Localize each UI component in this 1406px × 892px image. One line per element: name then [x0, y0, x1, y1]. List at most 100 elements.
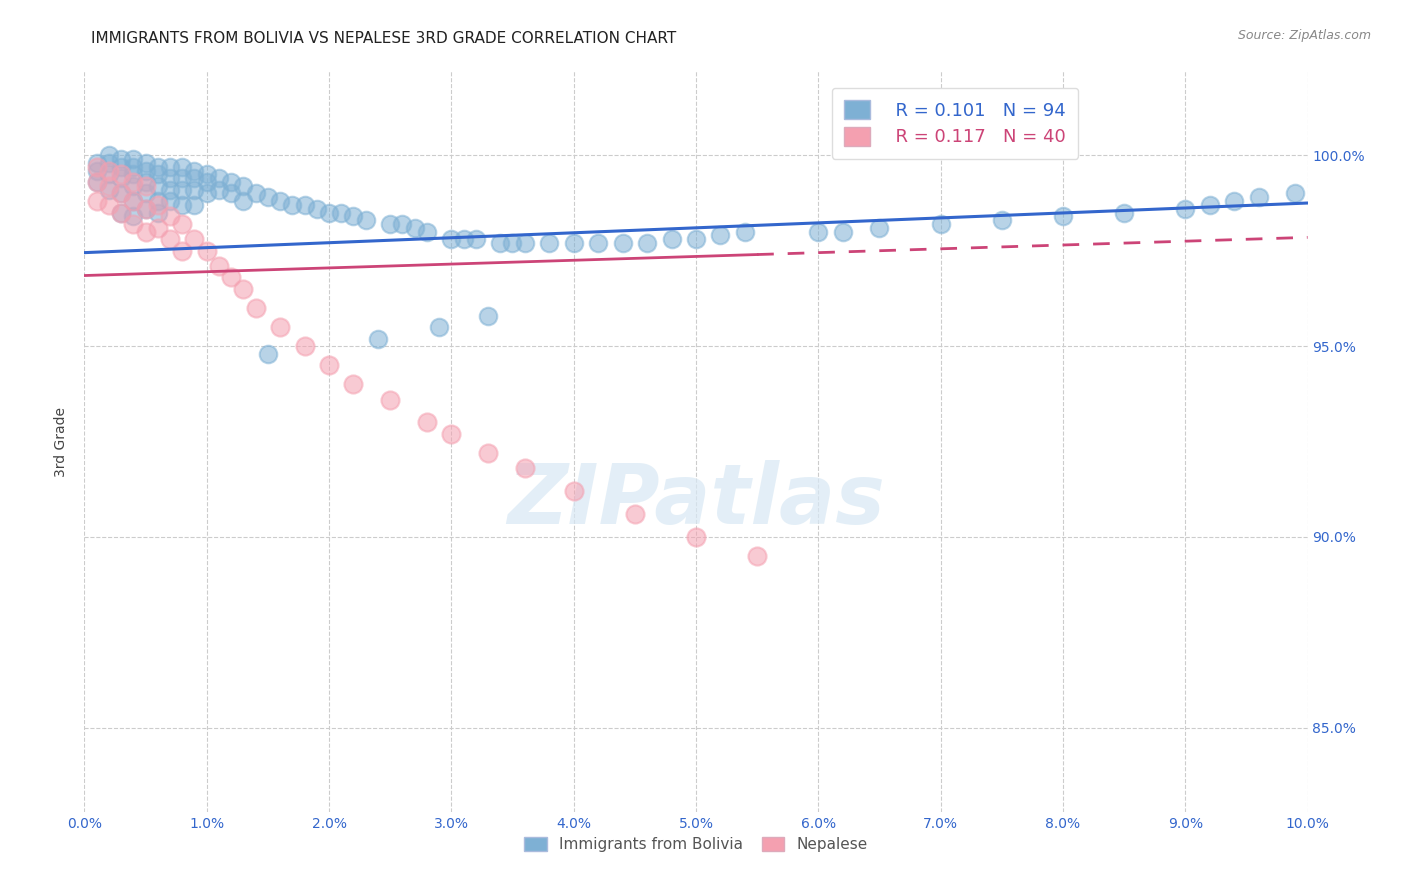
Point	[159, 210, 181, 224]
Point	[281, 198, 304, 212]
Point	[146, 220, 169, 235]
Point	[636, 236, 658, 251]
Point	[807, 225, 830, 239]
Point	[97, 168, 120, 182]
Point	[440, 426, 463, 441]
Point	[110, 160, 132, 174]
Point	[122, 160, 145, 174]
Point	[477, 446, 499, 460]
Point	[183, 183, 205, 197]
Point	[195, 168, 218, 182]
Point	[380, 392, 402, 407]
Point	[110, 152, 132, 166]
Point	[86, 160, 108, 174]
Point	[232, 178, 254, 193]
Point	[86, 163, 108, 178]
Point	[159, 194, 181, 208]
Point	[122, 217, 145, 231]
Point	[1284, 186, 1306, 201]
Point	[367, 331, 389, 345]
Point	[135, 163, 157, 178]
Point	[122, 152, 145, 166]
Point	[1198, 198, 1220, 212]
Legend: Immigrants from Bolivia, Nepalese: Immigrants from Bolivia, Nepalese	[516, 830, 876, 860]
Point	[97, 163, 120, 178]
Point	[86, 156, 108, 170]
Point	[183, 163, 205, 178]
Point	[734, 225, 756, 239]
Point	[183, 232, 205, 246]
Point	[232, 282, 254, 296]
Point	[97, 183, 120, 197]
Point	[146, 160, 169, 174]
Point	[709, 228, 731, 243]
Point	[208, 259, 231, 273]
Point	[135, 178, 157, 193]
Point	[146, 168, 169, 182]
Point	[245, 301, 267, 315]
Point	[172, 198, 194, 212]
Point	[97, 178, 120, 193]
Point	[172, 171, 194, 186]
Point	[97, 198, 120, 212]
Point	[489, 236, 512, 251]
Point	[342, 377, 364, 392]
Point	[612, 236, 634, 251]
Point	[513, 461, 536, 475]
Point	[195, 175, 218, 189]
Point	[991, 213, 1014, 227]
Point	[416, 416, 439, 430]
Point	[562, 484, 585, 499]
Point	[305, 202, 328, 216]
Text: ZIPatlas: ZIPatlas	[508, 460, 884, 541]
Point	[427, 320, 450, 334]
Point	[453, 232, 475, 246]
Point	[122, 194, 145, 208]
Point	[929, 217, 952, 231]
Point	[404, 220, 426, 235]
Point	[416, 225, 439, 239]
Point	[208, 171, 231, 186]
Point	[122, 194, 145, 208]
Point	[110, 186, 132, 201]
Point	[685, 232, 707, 246]
Point	[135, 202, 157, 216]
Point	[135, 156, 157, 170]
Point	[1223, 194, 1246, 208]
Point	[219, 186, 242, 201]
Point	[354, 213, 377, 227]
Point	[294, 198, 316, 212]
Point	[122, 175, 145, 189]
Point	[97, 156, 120, 170]
Point	[1174, 202, 1197, 216]
Point	[122, 210, 145, 224]
Point	[122, 168, 145, 182]
Point	[146, 198, 169, 212]
Point	[195, 244, 218, 258]
Point	[747, 549, 769, 563]
Point	[318, 205, 340, 219]
Point	[159, 232, 181, 246]
Point	[257, 190, 280, 204]
Point	[661, 232, 683, 246]
Point	[318, 358, 340, 372]
Point	[330, 205, 353, 219]
Point	[1052, 210, 1074, 224]
Point	[219, 175, 242, 189]
Point	[477, 309, 499, 323]
Point	[86, 194, 108, 208]
Point	[146, 194, 169, 208]
Y-axis label: 3rd Grade: 3rd Grade	[55, 407, 69, 476]
Point	[208, 183, 231, 197]
Point	[110, 205, 132, 219]
Point	[513, 236, 536, 251]
Point	[159, 160, 181, 174]
Point	[110, 168, 132, 182]
Point	[380, 217, 402, 231]
Point	[146, 178, 169, 193]
Point	[195, 186, 218, 201]
Point	[159, 183, 181, 197]
Point	[1114, 205, 1136, 219]
Point	[831, 225, 853, 239]
Point	[110, 171, 132, 186]
